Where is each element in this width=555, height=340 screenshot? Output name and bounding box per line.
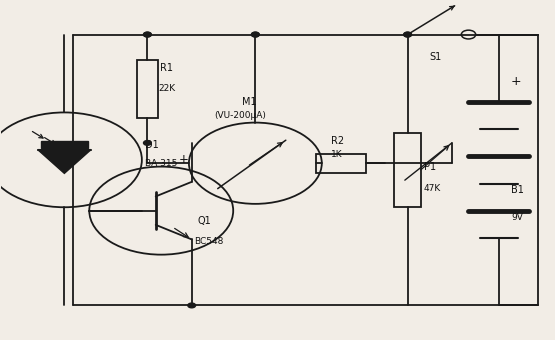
Bar <box>137 60 158 118</box>
Bar <box>316 154 366 172</box>
Circle shape <box>144 32 152 37</box>
Text: M1: M1 <box>241 97 256 107</box>
Circle shape <box>144 140 152 145</box>
Bar <box>41 141 88 148</box>
Text: +: + <box>179 153 189 166</box>
Circle shape <box>188 303 195 308</box>
Circle shape <box>144 32 152 37</box>
Bar <box>394 133 421 207</box>
Text: 9V: 9V <box>511 213 523 222</box>
Text: 1K: 1K <box>331 150 343 159</box>
Text: 22K: 22K <box>159 84 175 93</box>
Text: R2: R2 <box>331 136 344 146</box>
Text: P1: P1 <box>424 162 436 172</box>
Text: +: + <box>511 75 522 88</box>
Text: D1: D1 <box>145 140 158 150</box>
Circle shape <box>403 32 411 37</box>
Text: S1: S1 <box>430 52 442 62</box>
Circle shape <box>251 32 259 37</box>
Polygon shape <box>38 150 91 173</box>
Text: 47K: 47K <box>423 184 440 193</box>
Text: (VU-200μA): (VU-200μA) <box>214 111 266 120</box>
Circle shape <box>403 32 411 37</box>
Text: R1: R1 <box>160 64 173 73</box>
Text: BA 315: BA 315 <box>145 159 177 168</box>
Circle shape <box>251 32 259 37</box>
Text: B1: B1 <box>511 185 524 195</box>
Text: BC548: BC548 <box>194 237 224 245</box>
Text: Q1: Q1 <box>197 216 211 226</box>
